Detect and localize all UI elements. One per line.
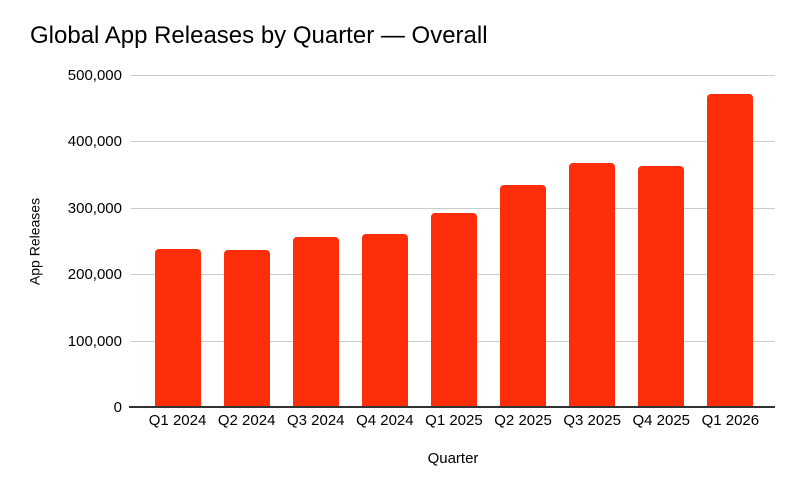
x-tick-label: Q4 2025	[632, 412, 691, 429]
y-axis-title: App Releases	[26, 197, 43, 286]
y-tick-label: 100,000	[67, 332, 122, 350]
x-tick-label: Q3 2025	[563, 412, 621, 429]
bar-q2-2024	[223, 250, 270, 407]
bar-q3-2025	[569, 163, 616, 407]
gridline	[131, 75, 775, 76]
x-tick-label: Q1 2025	[425, 412, 483, 429]
x-tick-label: Q3 2024	[286, 412, 345, 429]
plot-area	[131, 75, 775, 407]
y-tick-label: 500,000	[67, 67, 122, 84]
bar-q1-2025	[430, 213, 477, 407]
bar-q2-2025	[500, 184, 547, 407]
y-tick-label: 0	[113, 399, 122, 416]
gridline	[131, 207, 775, 209]
y-tick-label: 400,000	[67, 133, 122, 151]
chart-title: Global App Releases by Quarter — Overall	[30, 22, 488, 49]
x-tick-label: Q4 2024	[356, 412, 414, 429]
x-tick-label: Q1 2026	[701, 412, 760, 429]
y-tick-label: 200,000	[67, 266, 122, 284]
x-tick-label: Q2 2025	[494, 412, 552, 429]
x-tick-label: Q2 2024	[217, 412, 276, 429]
bar-q1-2026	[707, 93, 754, 407]
x-tick-label: Q1 2024	[148, 412, 207, 429]
x-axis-title: Quarter	[427, 450, 479, 467]
bar-q3-2024	[292, 237, 339, 407]
bar-q4-2025	[638, 165, 685, 407]
y-tick-label: 300,000	[67, 199, 122, 217]
bar-q1-2024	[154, 248, 201, 407]
bar-q4-2024	[361, 234, 408, 407]
gridline	[131, 141, 775, 143]
x-axis-line	[129, 406, 775, 408]
